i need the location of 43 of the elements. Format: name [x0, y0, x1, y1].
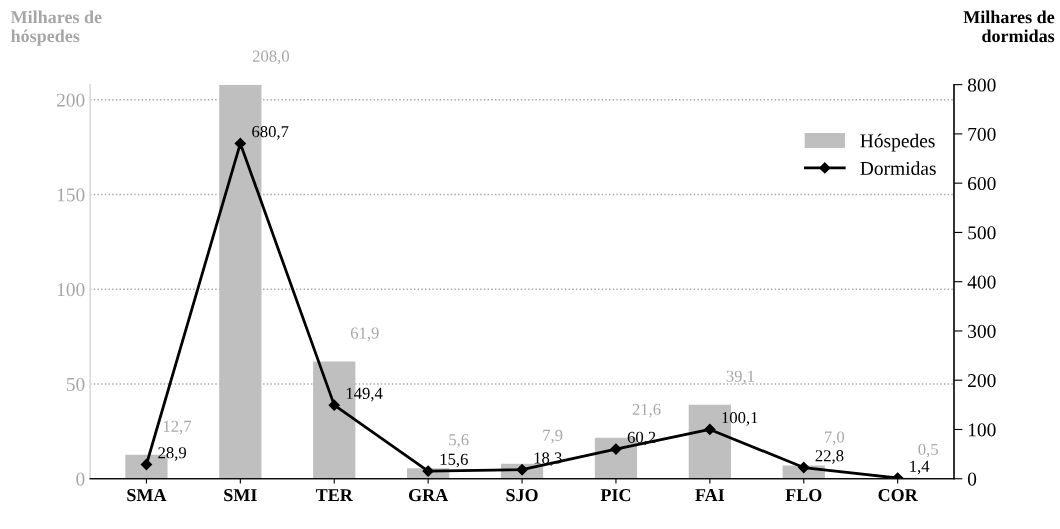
y-axis-title: Milhares de hóspedes — [10, 10, 102, 46]
y-tick-label: 150 — [57, 188, 85, 202]
data-label: 0,5 — [918, 443, 938, 458]
y2-tick-label: 700 — [968, 127, 996, 141]
data-label: 5,6 — [449, 434, 469, 448]
x-tick-label: SMA — [127, 489, 167, 502]
y-tick-label: 200 — [56, 93, 85, 107]
x-tick-label: COR — [878, 489, 918, 502]
data-label: 1,4 — [910, 460, 930, 475]
data-label: 208,0 — [252, 50, 290, 65]
data-label: 149,4 — [346, 387, 383, 402]
x-tick-label: PIC — [600, 489, 631, 502]
data-label: 28,9 — [158, 447, 187, 461]
data-label: 12,7 — [163, 420, 192, 435]
y2-tick-label: 500 — [968, 226, 996, 240]
data-label: 39,1 — [726, 370, 754, 385]
y2-tick-label: 0 — [967, 472, 977, 486]
y2-axis-title: Milhares de dormidas — [963, 10, 1055, 43]
data-label: 15,6 — [440, 453, 468, 468]
y-tick-label: 0 — [76, 472, 85, 486]
data-label: 7,0 — [824, 431, 845, 446]
legend-label: Dormidas — [860, 161, 936, 175]
x-tick-label: GRA — [408, 489, 449, 502]
data-label: 22,8 — [815, 450, 844, 464]
data-label: 61,9 — [350, 327, 379, 342]
data-label: 100,1 — [722, 412, 758, 426]
y2-tick-label: 100 — [968, 423, 996, 437]
y2-tick-label: 600 — [968, 176, 996, 191]
x-tick-label: SMI — [224, 489, 257, 502]
data-label: 7,9 — [543, 429, 563, 444]
x-tick-label: TER — [315, 489, 353, 501]
y-tick-label: 50 — [66, 377, 85, 391]
y2-tick-label: 300 — [968, 324, 996, 338]
legend-label: Hóspedes — [860, 133, 935, 152]
y2-tick-label: 200 — [968, 374, 996, 388]
y-tick-label: 100 — [57, 283, 85, 297]
x-tick-label: FAI — [695, 489, 725, 501]
y2-tick-label: 800 — [967, 78, 996, 92]
data-label: 680,7 — [252, 126, 289, 140]
y2-tick-label: 400 — [967, 275, 996, 289]
x-tick-label: FLO — [785, 489, 822, 502]
x-tick-label: SJO — [506, 489, 538, 502]
data-label: 21,6 — [632, 403, 661, 418]
